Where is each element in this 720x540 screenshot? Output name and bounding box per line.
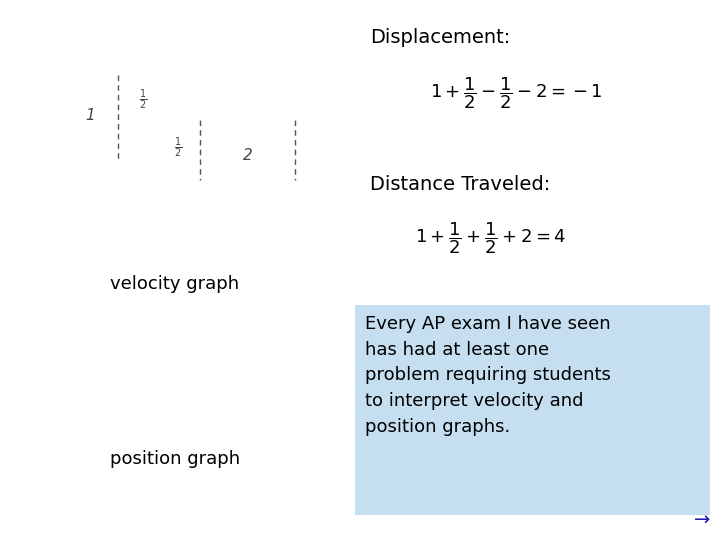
Text: position graph: position graph xyxy=(110,450,240,468)
Text: $\frac{1}{2}$: $\frac{1}{2}$ xyxy=(139,88,147,112)
Text: Every AP exam I have seen
has had at least one
problem requiring students
to int: Every AP exam I have seen has had at lea… xyxy=(365,315,611,436)
Text: $1+\dfrac{1}{2}-\dfrac{1}{2}-2=-1$: $1+\dfrac{1}{2}-\dfrac{1}{2}-2=-1$ xyxy=(430,75,603,111)
Text: $1+\dfrac{1}{2}+\dfrac{1}{2}+2=4$: $1+\dfrac{1}{2}+\dfrac{1}{2}+2=4$ xyxy=(415,220,566,255)
Text: 1: 1 xyxy=(85,107,95,123)
Text: Distance Traveled:: Distance Traveled: xyxy=(370,175,550,194)
FancyBboxPatch shape xyxy=(355,305,710,515)
Text: →: → xyxy=(693,511,710,530)
Text: 2: 2 xyxy=(243,147,253,163)
Text: velocity graph: velocity graph xyxy=(110,275,240,293)
Text: $\frac{1}{2}$: $\frac{1}{2}$ xyxy=(174,136,182,160)
Text: Displacement:: Displacement: xyxy=(370,28,510,47)
